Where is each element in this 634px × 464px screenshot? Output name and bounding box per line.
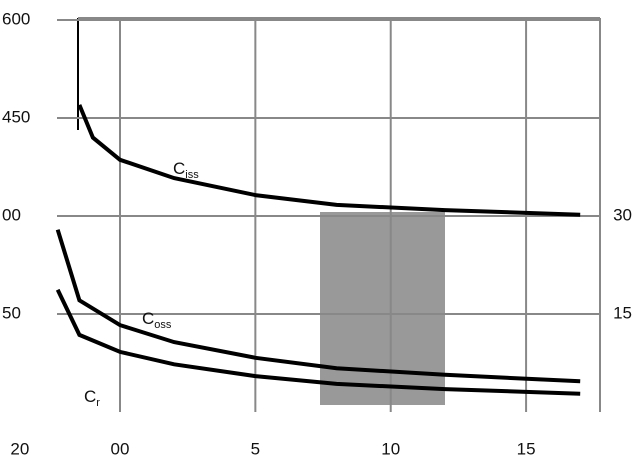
- curve-label: Coss: [142, 309, 172, 330]
- curve-label: Ciss: [173, 159, 199, 180]
- y-tick-label: 600: [2, 9, 30, 28]
- curve-label-main: C: [84, 387, 96, 406]
- series-line: [55, 229, 581, 384]
- artifact-block: [320, 212, 445, 405]
- series-line: [55, 288, 581, 396]
- y-tick-label: 50: [2, 303, 21, 322]
- y-tick-label: 450: [2, 107, 30, 126]
- curve-label-main: C: [142, 309, 154, 328]
- curve-label-main: C: [173, 159, 185, 178]
- curve-label-sub: oss: [154, 319, 172, 331]
- x-tick-label: 20: [10, 439, 29, 458]
- y2-tick-label: 15: [613, 303, 632, 322]
- x-tick-label: 5: [251, 439, 260, 458]
- curve-label-sub: r: [96, 397, 100, 409]
- y-tick-label: 00: [2, 205, 21, 224]
- y2-tick-label: 30: [613, 205, 632, 224]
- x-tick-label: 10: [381, 439, 400, 458]
- curve-label-sub: iss: [185, 169, 199, 181]
- x-tick-label: 00: [111, 439, 130, 458]
- x-tick-label: 15: [517, 439, 536, 458]
- series-line: [77, 104, 581, 217]
- curve-label: Cr: [84, 387, 100, 408]
